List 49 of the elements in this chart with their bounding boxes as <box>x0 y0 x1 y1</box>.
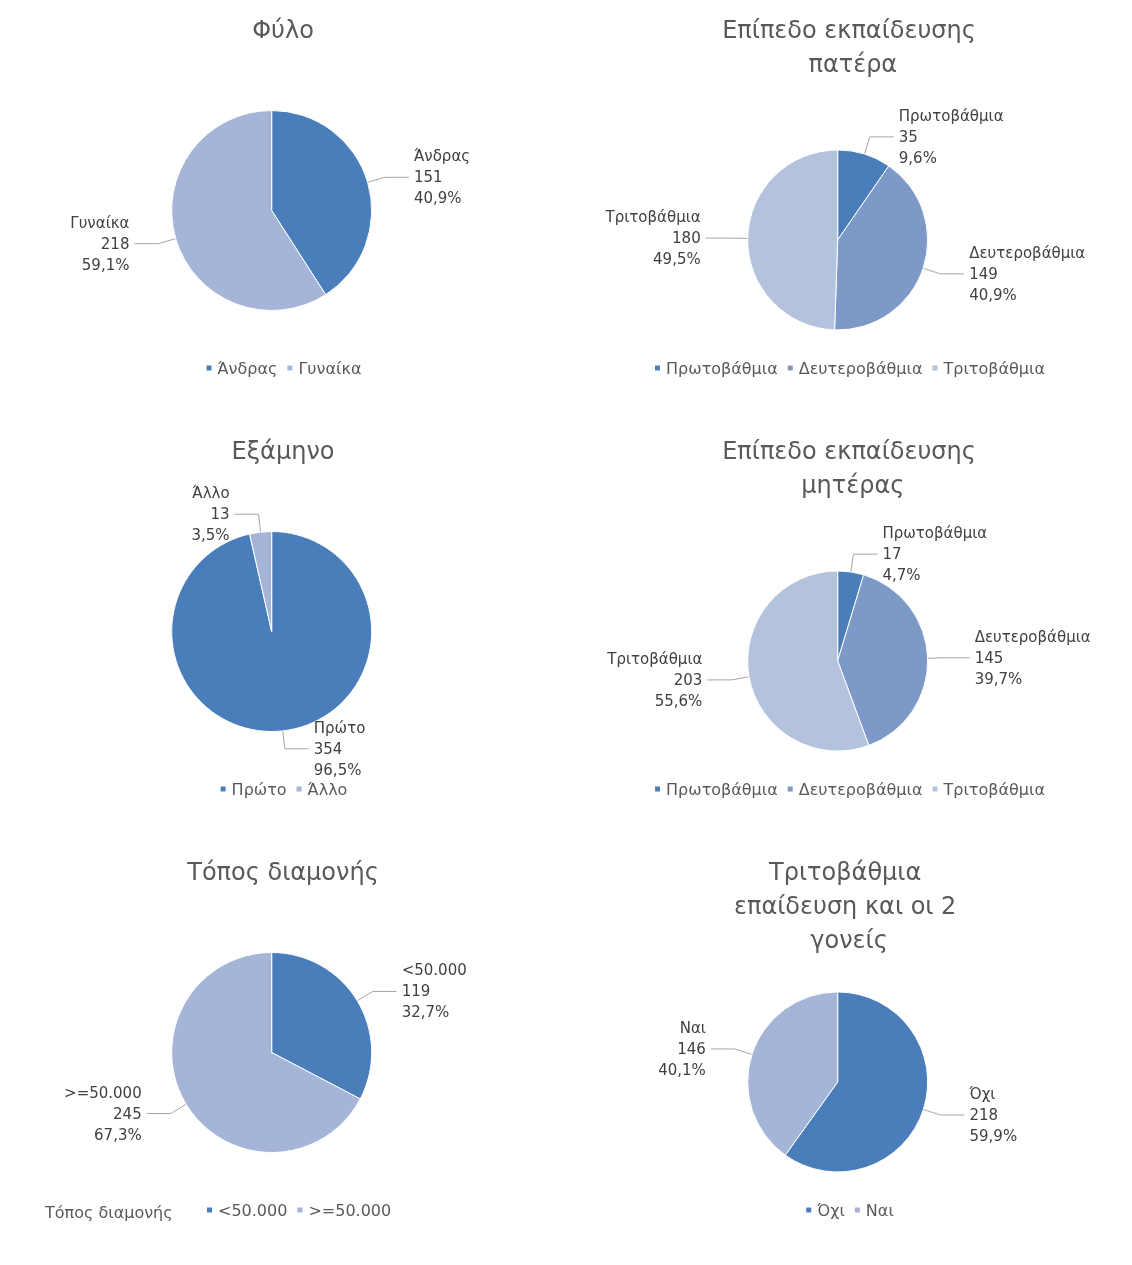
legend-label: Πρώτο <box>231 779 287 799</box>
slice-label: Πρώτο <box>313 718 366 737</box>
legend-label: Άλλο <box>307 779 348 799</box>
data-label: 218 59,9% <box>969 1105 1018 1145</box>
slice-label: >=50.000 <box>64 1083 142 1102</box>
legend-label: Όχι <box>816 1200 845 1220</box>
legend-label: Πρωτοβάθμια <box>666 358 778 378</box>
slice-label: Δευτεροβάθμια <box>974 627 1091 646</box>
slice-label: Δευτεροβάθμια <box>969 243 1086 262</box>
data-label: 180 49,5% <box>653 229 701 269</box>
slice-label: Άλλο <box>192 484 230 503</box>
data-label: 145 39,7% <box>974 648 1023 688</box>
data-label: 35 9,6% <box>898 127 937 167</box>
data-label: 119 32,7% <box>401 982 450 1022</box>
legend-label: Άνδρας <box>217 358 278 378</box>
data-label: 149 40,9% <box>969 264 1017 304</box>
legend-label: Ναι <box>865 1200 894 1220</box>
legend-label: <50.000 <box>218 1200 288 1220</box>
slice-label: <50.000 <box>401 961 467 980</box>
data-label: 17 4,7% <box>882 545 921 585</box>
slice-label: Τριτοβάθμια <box>604 208 701 227</box>
chart-title: Επίπεδο εκπαίδευσης μητέρας <box>722 437 976 499</box>
chart-title: Εξάμηνο <box>231 437 335 465</box>
text: Τόπος διαμονής <box>44 1202 173 1222</box>
slice-label: Τριτοβάθμια <box>606 649 703 668</box>
legend-label: Πρωτοβάθμια <box>666 779 778 799</box>
data-label: 245 67,3% <box>94 1104 142 1144</box>
slice-label: Άνδρας <box>413 147 471 166</box>
legend-label: Τριτοβάθμια <box>942 358 1045 378</box>
chart-title: Φύλο <box>252 16 314 44</box>
data-label: 146 40,1% <box>658 1039 706 1079</box>
data-label: 151 40,9% <box>413 168 462 208</box>
slice-label: Πρωτοβάθμια <box>882 524 988 543</box>
data-label: 218 59,1% <box>81 234 130 274</box>
slice-label: Πρωτοβάθμια <box>898 106 1004 125</box>
slice-label: Γυναίκα <box>70 213 130 232</box>
chart-title: Τριτοβάθμια επαίδευση και οι 2 γονείς <box>733 858 965 954</box>
legend-title: Τόπος διαμονής <box>186 858 379 886</box>
slice-label: Ναι <box>679 1018 706 1037</box>
legend-label: Τριτοβάθμια <box>942 779 1045 799</box>
legend-label: Δευτεροβάθμια <box>798 779 923 799</box>
data-label: 13 3,5% <box>191 505 230 545</box>
data-label: 354 96,5% <box>313 739 362 779</box>
slice-label: Όχι <box>968 1084 996 1103</box>
legend-label: >=50.000 <box>308 1200 392 1220</box>
chart-title: Επίπεδο εκπαίδευσης πατέρα <box>722 16 976 78</box>
data-label: 203 55,6% <box>654 670 703 710</box>
legend-label: Γυναίκα <box>298 358 362 378</box>
legend-label: Δευτεροβάθμια <box>798 358 923 378</box>
